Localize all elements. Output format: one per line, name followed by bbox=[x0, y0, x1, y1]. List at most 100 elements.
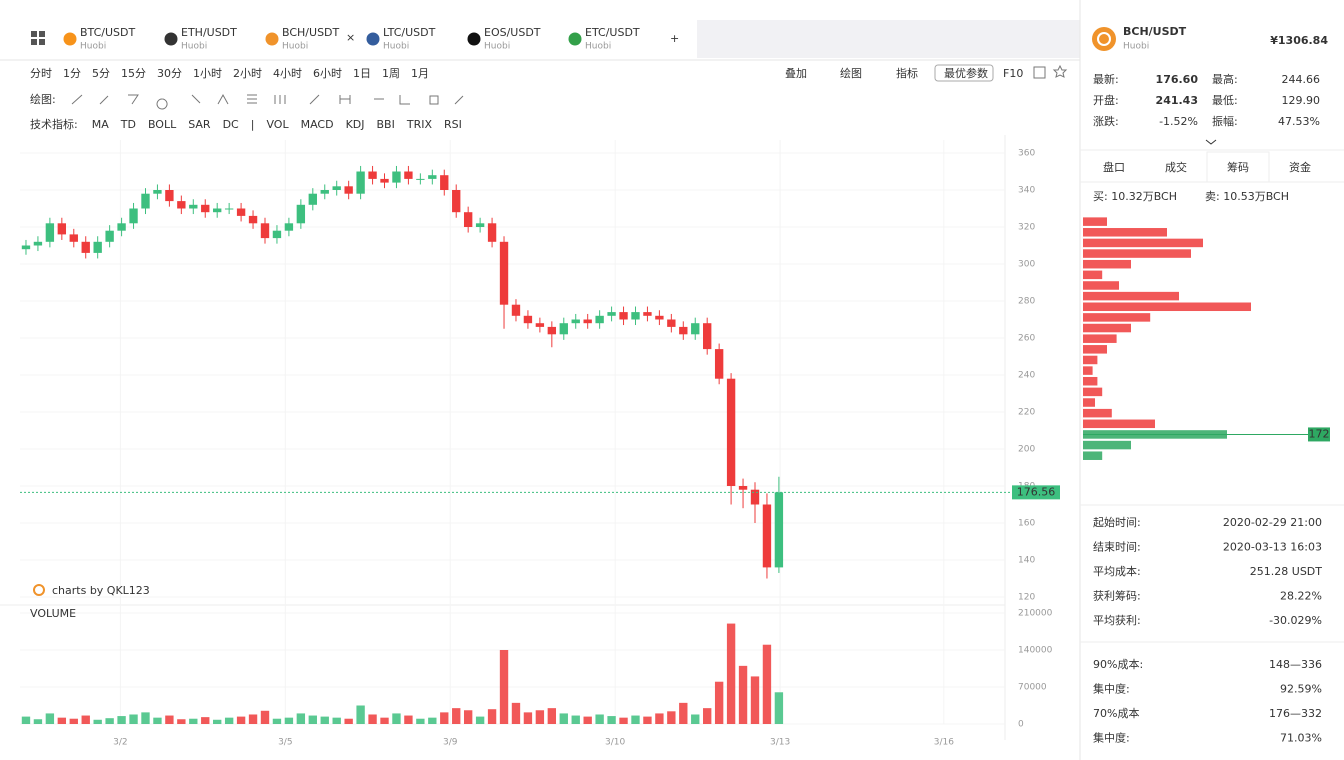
indicator[interactable]: SAR bbox=[188, 118, 211, 131]
chip-bar bbox=[1083, 249, 1191, 258]
panel-tab[interactable]: 成交 bbox=[1165, 160, 1187, 174]
tool[interactable]: 绘图 bbox=[840, 66, 862, 80]
tab-pair[interactable]: ETH/USDT bbox=[181, 26, 237, 39]
add-tab[interactable]: + bbox=[670, 32, 679, 45]
tool[interactable]: 叠加 bbox=[785, 67, 807, 80]
indicator[interactable]: MACD bbox=[301, 118, 334, 131]
tab-exchange[interactable]: Huobi bbox=[181, 42, 207, 52]
tab-exchange[interactable]: Huobi bbox=[585, 42, 611, 52]
tab-icon[interactable] bbox=[467, 32, 481, 46]
button-frame[interactable] bbox=[934, 64, 994, 82]
interval[interactable]: 2小时 bbox=[233, 67, 262, 80]
panel-tab-active[interactable] bbox=[1206, 151, 1270, 183]
stat-value: 176—332 bbox=[1269, 707, 1322, 720]
tab-icon[interactable] bbox=[568, 32, 582, 46]
volume-bar bbox=[224, 717, 234, 724]
tab-icon[interactable] bbox=[366, 32, 380, 46]
quote-value: -1.52% bbox=[1159, 115, 1198, 128]
volume-bar bbox=[201, 717, 210, 724]
header-exchange: Huobi bbox=[1123, 42, 1149, 52]
interval[interactable]: 4小时 bbox=[273, 67, 302, 80]
interval[interactable]: 1周 bbox=[382, 67, 400, 80]
volume-bar bbox=[487, 709, 497, 724]
indicator[interactable]: VOL bbox=[266, 118, 289, 131]
volume-bar bbox=[272, 718, 282, 724]
indicator-label: 技术指标: bbox=[30, 117, 78, 131]
tab-exchange[interactable]: Huobi bbox=[282, 42, 308, 52]
tab-exchange[interactable]: Huobi bbox=[80, 42, 106, 52]
candle-body bbox=[45, 223, 55, 242]
tab-pair[interactable]: ETC/USDT bbox=[585, 26, 640, 39]
tab-exchange[interactable]: Huobi bbox=[383, 42, 409, 52]
indicator[interactable]: TD bbox=[120, 118, 136, 131]
indicator[interactable]: | bbox=[251, 118, 255, 131]
interval[interactable]: 6小时 bbox=[313, 67, 342, 80]
volume-bar bbox=[703, 708, 712, 724]
volume-bar bbox=[619, 717, 628, 724]
tab-exchange[interactable]: Huobi bbox=[484, 42, 510, 52]
candle-body bbox=[236, 208, 246, 216]
tab-icon[interactable] bbox=[265, 32, 279, 46]
chip-bar bbox=[1083, 419, 1155, 429]
volume-tick-label: 0 bbox=[1018, 720, 1024, 730]
tab-pair[interactable]: LTC/USDT bbox=[383, 26, 436, 39]
indicator[interactable]: MA bbox=[92, 118, 109, 131]
indicator[interactable]: BOLL bbox=[148, 118, 177, 131]
chip-bar bbox=[1083, 451, 1103, 460]
grid-icon[interactable] bbox=[31, 31, 45, 45]
quote-value: 241.43 bbox=[1156, 94, 1198, 107]
panel-tab[interactable]: 资金 bbox=[1289, 160, 1311, 174]
tab-pair[interactable]: EOS/USDT bbox=[484, 26, 541, 39]
indicator[interactable]: DC bbox=[223, 118, 239, 131]
candle-body bbox=[726, 378, 736, 486]
x-tick-label: 3/13 bbox=[770, 738, 790, 748]
candle-body bbox=[332, 186, 341, 190]
tool[interactable]: 最优参数 bbox=[944, 66, 988, 80]
volume-bar bbox=[559, 713, 568, 724]
candle-body bbox=[33, 241, 43, 246]
interval[interactable]: 分时 bbox=[30, 67, 52, 80]
interval[interactable]: 1日 bbox=[353, 67, 371, 80]
candle-body bbox=[165, 190, 174, 202]
tab-icon[interactable] bbox=[63, 32, 77, 46]
candle-body bbox=[762, 504, 772, 568]
candle-body bbox=[272, 230, 282, 239]
drawing-tools[interactable] bbox=[71, 93, 464, 110]
volume-bar bbox=[428, 717, 437, 724]
tab-pair[interactable]: BTC/USDT bbox=[80, 26, 136, 39]
candle-body bbox=[284, 223, 294, 231]
quote-label: 振幅: bbox=[1212, 114, 1238, 128]
volume-bar bbox=[177, 719, 186, 724]
panel-tab[interactable]: 筹码 bbox=[1227, 160, 1249, 174]
volume-bar bbox=[308, 715, 317, 724]
stat-value: 251.28 USDT bbox=[1250, 565, 1322, 578]
interval[interactable]: 1小时 bbox=[193, 67, 222, 80]
interval[interactable]: 5分 bbox=[92, 67, 110, 80]
tab-icon[interactable] bbox=[164, 32, 178, 46]
volume-bar bbox=[475, 716, 485, 724]
tab-close[interactable]: × bbox=[346, 31, 355, 44]
window-icons[interactable] bbox=[1033, 64, 1068, 79]
interval[interactable]: 1分 bbox=[63, 67, 81, 80]
panel-tab[interactable]: 盘口 bbox=[1103, 160, 1125, 174]
expand-chevron[interactable] bbox=[1205, 139, 1217, 145]
quote-label: 最低: bbox=[1212, 94, 1238, 107]
indicator[interactable]: KDJ bbox=[346, 118, 365, 131]
tool[interactable]: F10 bbox=[1003, 67, 1023, 80]
interval[interactable]: 30分 bbox=[157, 67, 182, 80]
candle-body bbox=[93, 241, 102, 253]
volume-bar bbox=[571, 715, 580, 724]
volume-bar bbox=[368, 714, 377, 724]
tool[interactable]: 指标 bbox=[896, 66, 918, 80]
indicator[interactable]: TRIX bbox=[406, 118, 433, 131]
tab-pair[interactable]: BCH/USDT bbox=[282, 26, 340, 39]
indicator[interactable]: RSI bbox=[444, 118, 462, 131]
x-tick-label: 3/5 bbox=[278, 738, 292, 748]
interval[interactable]: 15分 bbox=[121, 67, 146, 80]
interval[interactable]: 1月 bbox=[411, 67, 429, 80]
candle-body bbox=[452, 190, 461, 213]
indicator[interactable]: BBI bbox=[377, 118, 395, 131]
watermark-icon bbox=[33, 584, 45, 596]
volume-bar bbox=[69, 718, 78, 724]
chip-bar bbox=[1083, 238, 1203, 248]
